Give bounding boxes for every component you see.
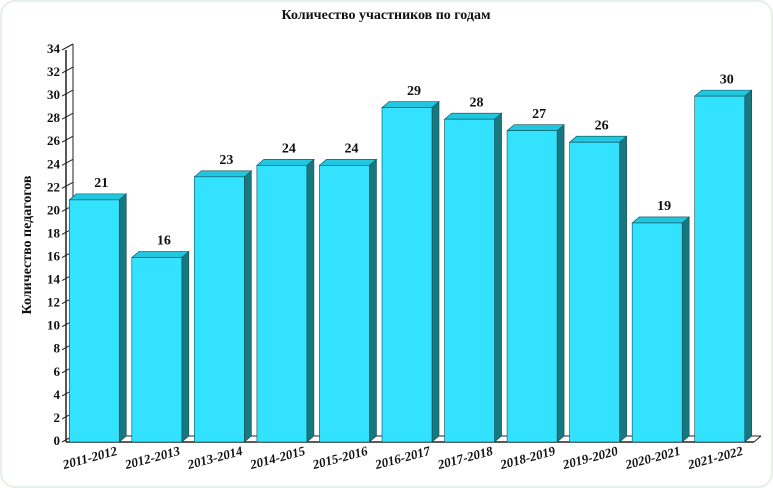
bar	[319, 164, 370, 443]
y-tick-label: 6	[54, 364, 61, 379]
y-tick-label: 8	[54, 341, 61, 356]
bar	[444, 118, 495, 443]
y-tick-label: 30	[47, 87, 60, 102]
value-label: 26	[595, 118, 609, 133]
y-tick-label: 18	[47, 225, 61, 240]
bar-side	[244, 170, 252, 443]
y-tick-label: 14	[47, 272, 61, 287]
bar	[256, 164, 308, 443]
bar	[381, 107, 433, 443]
y-tick-label: 2	[54, 410, 61, 425]
value-label: 16	[157, 234, 171, 249]
value-label: 24	[282, 142, 296, 157]
y-tick	[61, 158, 74, 166]
value-label: 24	[344, 142, 358, 157]
y-tick-label: 26	[47, 133, 61, 148]
bar	[194, 176, 245, 443]
y-tick-label: 20	[47, 202, 60, 217]
bar-side	[494, 112, 502, 443]
bar	[131, 257, 183, 443]
bar	[68, 199, 120, 443]
bar-side	[369, 158, 377, 443]
bar-top	[318, 158, 378, 166]
bar-side	[619, 135, 627, 443]
bar-top	[68, 193, 128, 201]
bar-side	[431, 100, 440, 443]
y-tick-label: 0	[54, 433, 61, 448]
value-label: 28	[470, 95, 484, 110]
bar-top	[506, 124, 565, 132]
value-label: 30	[720, 72, 734, 87]
y-tick-label: 10	[47, 318, 60, 333]
y-tick-label: 32	[47, 64, 60, 79]
bar-top	[256, 158, 315, 166]
value-label: 27	[532, 107, 546, 122]
value-label: 21	[94, 176, 108, 191]
chart-title: Количество участников по годам	[281, 8, 490, 23]
bar-top	[568, 135, 628, 143]
bar-top	[631, 216, 690, 224]
bar-side	[681, 216, 690, 443]
bar-top	[381, 101, 440, 108]
value-label: 19	[657, 199, 671, 214]
y-tick	[61, 89, 74, 97]
bar-side	[181, 250, 190, 443]
bar-top	[131, 251, 190, 258]
y-tick-label: 16	[47, 249, 61, 264]
y-tick-label: 12	[47, 295, 60, 310]
y-axis-label: Количество педагогов	[20, 175, 35, 314]
value-label: 29	[407, 84, 421, 99]
bar-side	[306, 158, 315, 443]
bar-top	[193, 170, 253, 178]
bar-side	[744, 89, 753, 443]
bar-top	[693, 89, 753, 97]
y-tick-label: 24	[47, 156, 61, 171]
bar-side	[118, 193, 127, 443]
y-tick-label: 22	[47, 179, 60, 194]
y-tick	[61, 66, 74, 74]
y-tick-label: 34	[47, 41, 61, 56]
y-tick-label: 28	[47, 110, 61, 125]
bar	[569, 141, 620, 443]
y-tick	[61, 43, 74, 51]
y-tick	[61, 135, 74, 143]
bar-side	[556, 124, 565, 443]
y-tick-label: 4	[54, 387, 61, 402]
y-tick	[61, 112, 74, 120]
floor-edge	[753, 435, 762, 443]
bar	[694, 95, 746, 443]
bar	[506, 130, 558, 443]
bar	[631, 222, 683, 443]
bar-top	[443, 112, 503, 120]
y-tick	[61, 181, 74, 189]
value-label: 23	[219, 153, 233, 168]
